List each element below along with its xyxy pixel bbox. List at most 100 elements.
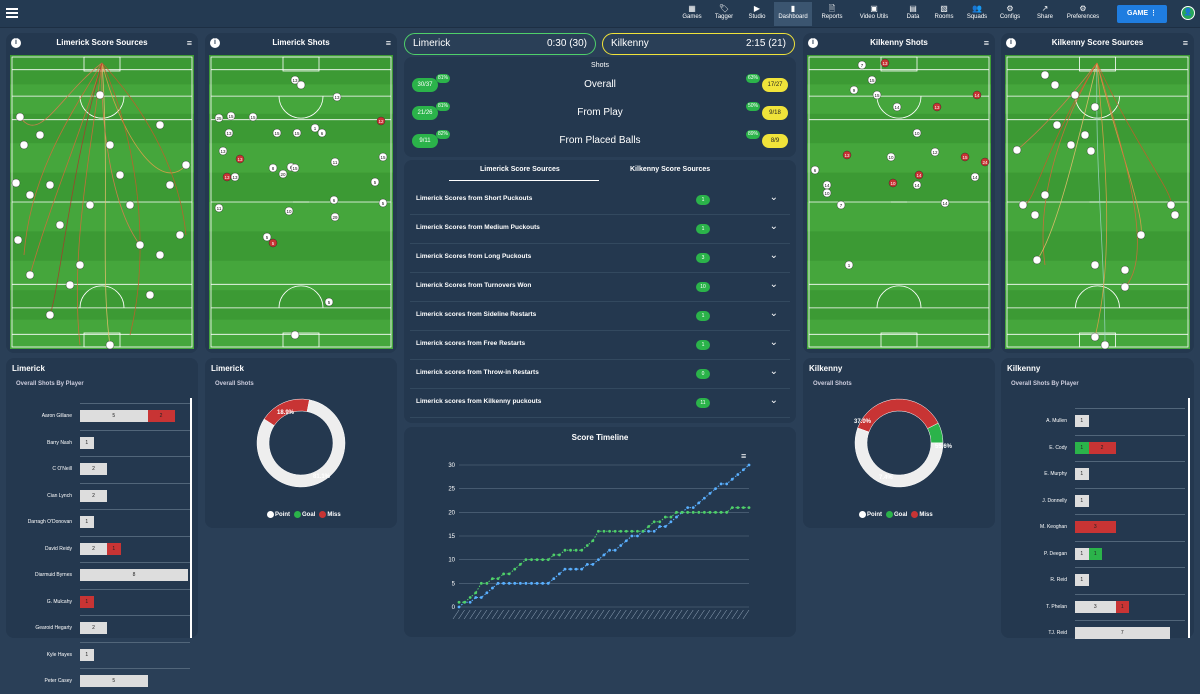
miss-bar[interactable]: 1 <box>107 542 121 555</box>
point-bar[interactable]: 5 <box>80 410 148 422</box>
point-bar[interactable]: 1 <box>80 648 94 661</box>
point-bar[interactable]: 7 <box>1075 627 1170 639</box>
x-tick-mark <box>547 609 555 620</box>
point-bar[interactable]: 3 <box>1075 600 1116 613</box>
scrollbar[interactable] <box>1188 398 1190 638</box>
chevron-down-icon[interactable]: ⌄ <box>769 250 778 261</box>
nav-data[interactable]: ▤ Data <box>902 2 924 26</box>
chevron-down-icon[interactable]: ⌄ <box>769 279 778 290</box>
point-bar[interactable]: 1 <box>1075 547 1089 560</box>
chevron-down-icon[interactable]: ⌄ <box>769 221 778 232</box>
point-bar[interactable]: 8 <box>80 569 188 581</box>
miss-bar[interactable]: 1 <box>1115 600 1129 613</box>
miss-bar[interactable]: 2 <box>1088 441 1116 454</box>
nav-dashboard[interactable]: ▮ Dashboard <box>774 2 812 26</box>
pitch-stripe <box>10 202 194 232</box>
nav-squads[interactable]: 👥 Squads <box>964 2 990 26</box>
shot-marker <box>262 232 272 242</box>
nav-share[interactable]: ↗ Share <box>1034 2 1056 26</box>
score-timeline-chart: 0 5 10 15 20 25 30 <box>448 463 751 620</box>
point-bar[interactable]: 1 <box>1075 494 1089 507</box>
nav-rooms[interactable]: ▧ Rooms <box>932 2 956 26</box>
nav-label: Rooms <box>934 14 954 20</box>
shot-marker-label: 15 <box>228 114 234 119</box>
scrollbar[interactable] <box>190 398 192 638</box>
point-bar[interactable]: 5 <box>80 675 148 687</box>
shot-marker <box>1166 200 1176 210</box>
data-point <box>719 482 723 486</box>
point-bar[interactable]: 1 <box>1075 468 1089 480</box>
shot-marker <box>378 198 388 208</box>
nav-tagger[interactable]: 🏷 Tagger <box>712 2 736 26</box>
player-name: P. Deegan <box>1044 550 1067 557</box>
chevron-down-icon[interactable]: ⌄ <box>769 337 778 348</box>
nav-studio[interactable]: ▶ Studio <box>746 2 768 26</box>
chevron-down-icon[interactable]: ⌄ <box>769 395 778 406</box>
miss-bar[interactable]: 1 <box>80 595 94 608</box>
player-name: Aaron Gillane <box>41 413 72 419</box>
x-tick-mark <box>508 609 515 620</box>
filter-icon[interactable]: ≡ <box>983 38 989 48</box>
point-bar[interactable]: 1 <box>80 516 94 528</box>
miss-bar[interactable]: 2 <box>147 410 175 422</box>
point-bar[interactable]: 2 <box>80 489 107 502</box>
shot-path <box>23 62 103 256</box>
miss-bar[interactable]: 3 <box>1075 521 1116 533</box>
info-icon[interactable]: i <box>808 38 818 48</box>
document-icon: 🗎 <box>828 4 836 13</box>
data-point <box>647 529 651 533</box>
score-source-row[interactable]: Limerick Scores from Long Puckouts 3 ⌄ <box>410 244 790 273</box>
score-source-row[interactable]: Limerick Scores from Medium Puckouts 1 ⌄ <box>410 215 790 244</box>
shot-marker-label: 10 <box>914 131 920 136</box>
data-point <box>502 572 506 576</box>
x-tick-mark <box>514 609 521 620</box>
nav-reports[interactable]: 🗎 Reports <box>820 2 844 26</box>
point-bar[interactable]: 2 <box>80 463 107 475</box>
chevron-down-icon[interactable]: ⌄ <box>769 308 778 319</box>
kil-players-panel: Kilkenny Overall Shots By Player A. Mull… <box>1001 358 1194 639</box>
shot-marker <box>960 152 970 162</box>
chart-menu-icon[interactable]: ≡ <box>741 451 747 461</box>
nav-configs[interactable]: ⚙ Configs <box>998 2 1022 26</box>
player-row: Diarmuid Byrnes 8 <box>6 562 198 588</box>
point-bar[interactable]: 2 <box>80 622 107 634</box>
shot-marker <box>278 169 288 179</box>
info-icon[interactable]: i <box>210 38 220 48</box>
point-bar[interactable]: 1 <box>1075 415 1089 427</box>
data-point <box>652 529 656 533</box>
chevron-down-icon[interactable]: ⌄ <box>769 192 778 203</box>
nav-games[interactable]: ▦ Games <box>680 2 704 26</box>
filter-icon[interactable]: ≡ <box>1182 38 1188 48</box>
data-point <box>702 510 706 514</box>
score-source-row[interactable]: Limerick scores from Throw-in Restarts 0… <box>410 360 790 389</box>
tab-home-sources[interactable]: Limerick Score Sources <box>480 166 560 173</box>
game-button[interactable]: GAME ⋮ <box>1117 5 1167 23</box>
filter-icon[interactable]: ≡ <box>186 38 192 48</box>
score-source-row[interactable]: Limerick Scores from Short Puckouts 1 ⌄ <box>410 186 790 215</box>
goal-bar[interactable]: 1 <box>1088 547 1102 560</box>
info-icon[interactable]: i <box>1006 38 1016 48</box>
panel-subtitle: Overall Shots By Player <box>1011 381 1079 387</box>
panel-subtitle: Overall Shots <box>813 381 852 387</box>
tab-away-sources[interactable]: Kilkenny Score Sources <box>630 166 711 173</box>
shot-marker <box>842 150 852 160</box>
data-point <box>491 577 494 580</box>
shot-marker <box>330 157 340 167</box>
point-bar[interactable]: 2 <box>80 542 107 555</box>
hamburger-menu-icon[interactable] <box>6 8 18 18</box>
nav-video-utils[interactable]: ▣ Video Utils <box>856 2 892 26</box>
score-source-row[interactable]: Limerick Scores from Turnovers Won 10 ⌄ <box>410 273 790 302</box>
point-bar[interactable]: 1 <box>80 436 94 449</box>
goal-bar[interactable]: 1 <box>1075 441 1089 454</box>
user-avatar[interactable]: 👤 <box>1181 6 1195 20</box>
point-bar[interactable]: 1 <box>1075 574 1089 586</box>
nav-preferences[interactable]: ⚙ Preferences <box>1064 2 1102 26</box>
info-icon[interactable]: i <box>11 38 21 48</box>
home-pct-badge: 82% <box>436 130 451 139</box>
score-source-row[interactable]: Limerick scores from Kilkenny puckouts 1… <box>410 389 790 418</box>
score-source-row[interactable]: Limerick scores from Free Restarts 1 ⌄ <box>410 331 790 360</box>
score-source-row[interactable]: Limerick scores from Sideline Restarts 1… <box>410 302 790 331</box>
chevron-down-icon[interactable]: ⌄ <box>769 366 778 377</box>
filter-icon[interactable]: ≡ <box>385 38 391 48</box>
score-source-label: Limerick Scores from Short Puckouts <box>416 195 533 202</box>
